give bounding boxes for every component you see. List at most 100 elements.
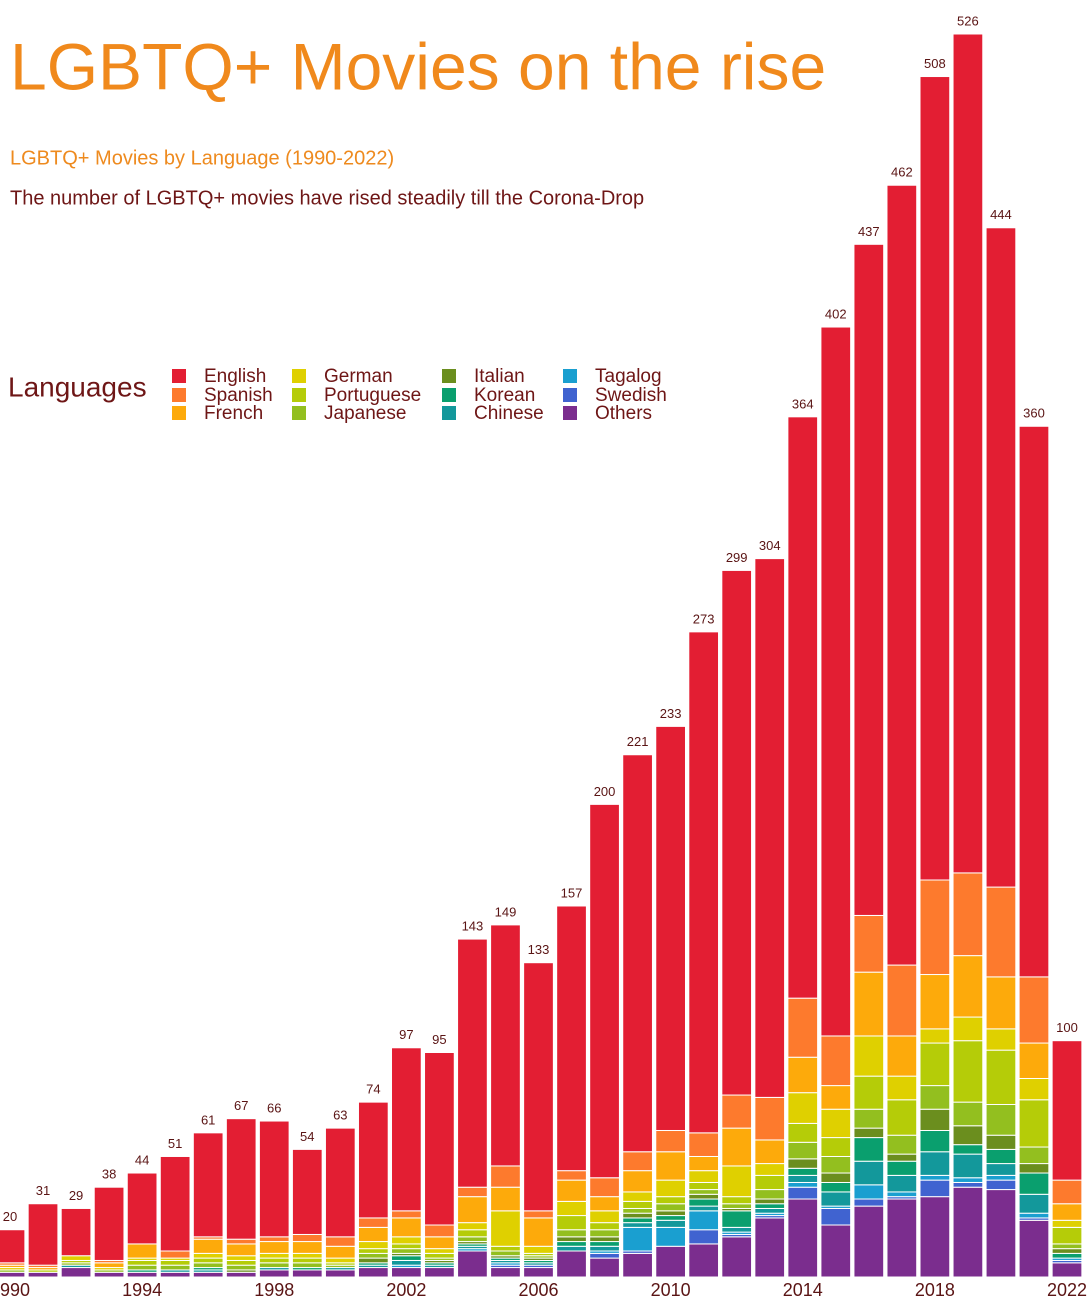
bar-segment <box>1018 1077 1050 1101</box>
bar-segment <box>919 76 951 881</box>
bar-segment <box>192 1252 224 1259</box>
bar-segment <box>258 1120 290 1238</box>
bar-segment <box>754 1139 786 1165</box>
total-label: 360 <box>1023 406 1045 421</box>
bar-segment <box>357 1267 389 1278</box>
bar-segment <box>424 1236 455 1250</box>
bar-segment <box>391 1047 422 1212</box>
bar-segment <box>126 1172 158 1245</box>
total-label: 74 <box>366 1082 380 1097</box>
bar-segment <box>357 1257 389 1264</box>
total-label: 299 <box>726 550 748 565</box>
bar-segment <box>391 1255 422 1261</box>
x-tick-label: 2014 <box>783 1280 823 1300</box>
bar-segment <box>1018 1212 1050 1219</box>
bar-segment <box>655 725 686 1131</box>
bar-segment <box>754 1198 786 1205</box>
bar-segment <box>258 1269 290 1278</box>
bar-segment <box>688 1193 720 1200</box>
legend-swatch <box>292 406 306 420</box>
bar-segment <box>820 326 852 1037</box>
bar-segment <box>952 33 984 874</box>
bar-segment <box>655 1245 686 1278</box>
total-label: 143 <box>462 919 484 934</box>
bar-segment <box>688 1155 720 1172</box>
bar-segment <box>985 1179 1017 1191</box>
x-tick-label: 1990 <box>0 1280 30 1300</box>
bar-segment <box>952 1144 984 1155</box>
bar-segment <box>655 1203 686 1212</box>
bar-segment <box>919 1174 951 1181</box>
bar-segment <box>787 1122 819 1143</box>
bar-segment <box>324 1269 356 1278</box>
bar-segment <box>391 1210 422 1219</box>
total-label: 364 <box>792 396 814 411</box>
bar-segment <box>589 1241 620 1247</box>
bar-segment <box>919 974 951 1030</box>
legend-label: French <box>204 403 263 424</box>
bar-segment <box>490 924 521 1167</box>
bar-segment <box>952 1101 984 1127</box>
bar-segment <box>93 1186 125 1261</box>
bar-segment <box>853 1075 885 1110</box>
total-label: 100 <box>1056 1020 1078 1035</box>
legend-label: Italian <box>474 366 525 387</box>
bar-segment <box>1018 1099 1050 1148</box>
bar-segment <box>1051 1179 1083 1205</box>
x-tick-label: 2018 <box>915 1280 955 1300</box>
legend-swatch <box>172 406 186 420</box>
bar-segment <box>159 1155 191 1252</box>
total-label: 149 <box>495 904 517 919</box>
bar-segment <box>787 1056 819 1094</box>
bar-segment <box>556 1241 587 1247</box>
bar-segment <box>424 1248 455 1254</box>
legend-swatch <box>292 388 306 402</box>
bar-segment <box>820 1108 852 1139</box>
bar-segment <box>556 905 587 1172</box>
bar-segment <box>787 1167 819 1176</box>
bar-segment <box>589 1196 620 1212</box>
bar-segment <box>159 1250 191 1259</box>
bar-segment <box>93 1271 125 1278</box>
x-tick-label: 1998 <box>254 1280 294 1300</box>
bar-segment <box>754 1163 786 1176</box>
bar-segment <box>622 1212 653 1219</box>
bar-segment <box>424 1252 455 1259</box>
bar-segment <box>589 1222 620 1231</box>
bar-segment <box>324 1257 356 1264</box>
bar-segment <box>721 1226 753 1233</box>
bar-segment <box>523 1267 554 1278</box>
total-label: 20 <box>3 1209 17 1224</box>
bar-segment <box>985 1174 1017 1181</box>
bar-segment <box>60 1255 92 1261</box>
legend-swatch <box>442 369 456 383</box>
total-label: 31 <box>36 1183 50 1198</box>
bar-segment <box>985 1148 1017 1165</box>
bar-segment <box>919 1179 951 1198</box>
bar-segment <box>820 1035 852 1087</box>
bar-segment <box>655 1129 686 1153</box>
bar-segment <box>27 1203 59 1266</box>
bar-segment <box>820 1085 852 1110</box>
bar-segment <box>688 1229 720 1245</box>
bar-segment <box>391 1217 422 1238</box>
bar-segment <box>787 1181 819 1188</box>
bar-segment <box>985 227 1017 888</box>
bar-segment <box>754 1203 786 1209</box>
total-label: 221 <box>627 734 649 749</box>
bar-segment <box>919 1042 951 1087</box>
bar-segment <box>523 1210 554 1219</box>
bar-segment <box>357 1101 389 1219</box>
bar-segment <box>622 1200 653 1209</box>
bar-segment <box>357 1217 389 1228</box>
bar-segment <box>952 955 984 1018</box>
bar-segment <box>985 1103 1017 1136</box>
bar-segment <box>787 1186 819 1200</box>
bar-segment <box>126 1243 158 1259</box>
total-label: 95 <box>432 1032 446 1047</box>
total-label: 63 <box>333 1108 347 1123</box>
bar-segment <box>787 1174 819 1183</box>
bar-segment <box>754 1174 786 1191</box>
